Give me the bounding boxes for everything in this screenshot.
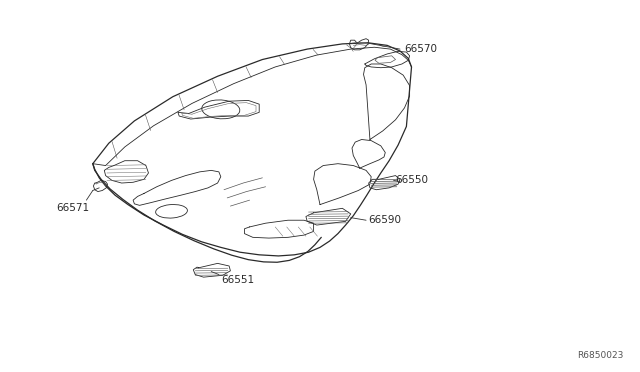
Text: 66570: 66570 <box>404 44 438 54</box>
Text: R6850023: R6850023 <box>578 351 624 360</box>
Text: 66551: 66551 <box>221 275 254 285</box>
Text: 66590: 66590 <box>368 215 401 225</box>
Text: 66571: 66571 <box>56 203 90 212</box>
Text: 66550: 66550 <box>396 176 429 185</box>
